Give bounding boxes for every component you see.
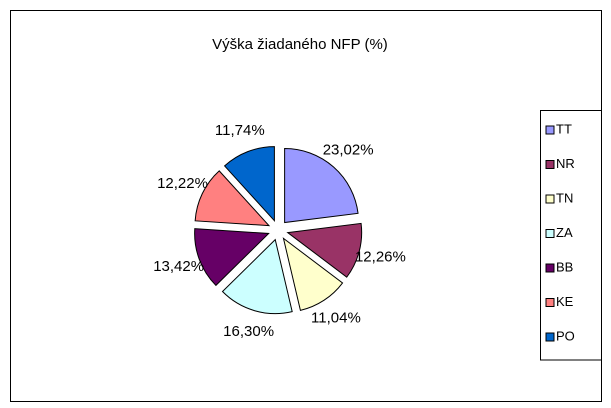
pie-slice [221,238,293,315]
legend-label: TN [556,190,573,205]
slice-label: 11,04% [311,310,361,327]
legend-swatch [545,263,555,273]
slice-label: 12,22% [157,175,208,192]
pie-slice [223,146,275,222]
legend-swatch [545,298,555,307]
legend-label: NR [556,156,575,171]
pie-slice [194,228,270,287]
slice-label: 11,74% [215,122,265,139]
pie-slice [286,222,363,278]
legend-label: ZA [556,225,573,240]
pie-slice [194,170,271,227]
slice-label: 23,02% [323,142,374,159]
slice-label: 16,30% [223,323,274,340]
legend-swatch [545,332,555,342]
legend-label: TT [556,121,572,136]
pie-slice [282,237,344,312]
slice-label: 13,42% [153,258,204,275]
slice-label: 12,26% [355,248,406,265]
legend-label: KE [556,294,574,309]
legend-swatch [545,229,555,238]
chart-title: Výška žiadaného NFP (%) [212,36,388,53]
pie-slice [284,148,359,224]
legend-label: BB [556,259,573,274]
legend-swatch [545,194,555,204]
legend-swatch [545,160,555,169]
legend-swatch [545,125,555,135]
legend-label: PO [556,328,575,343]
